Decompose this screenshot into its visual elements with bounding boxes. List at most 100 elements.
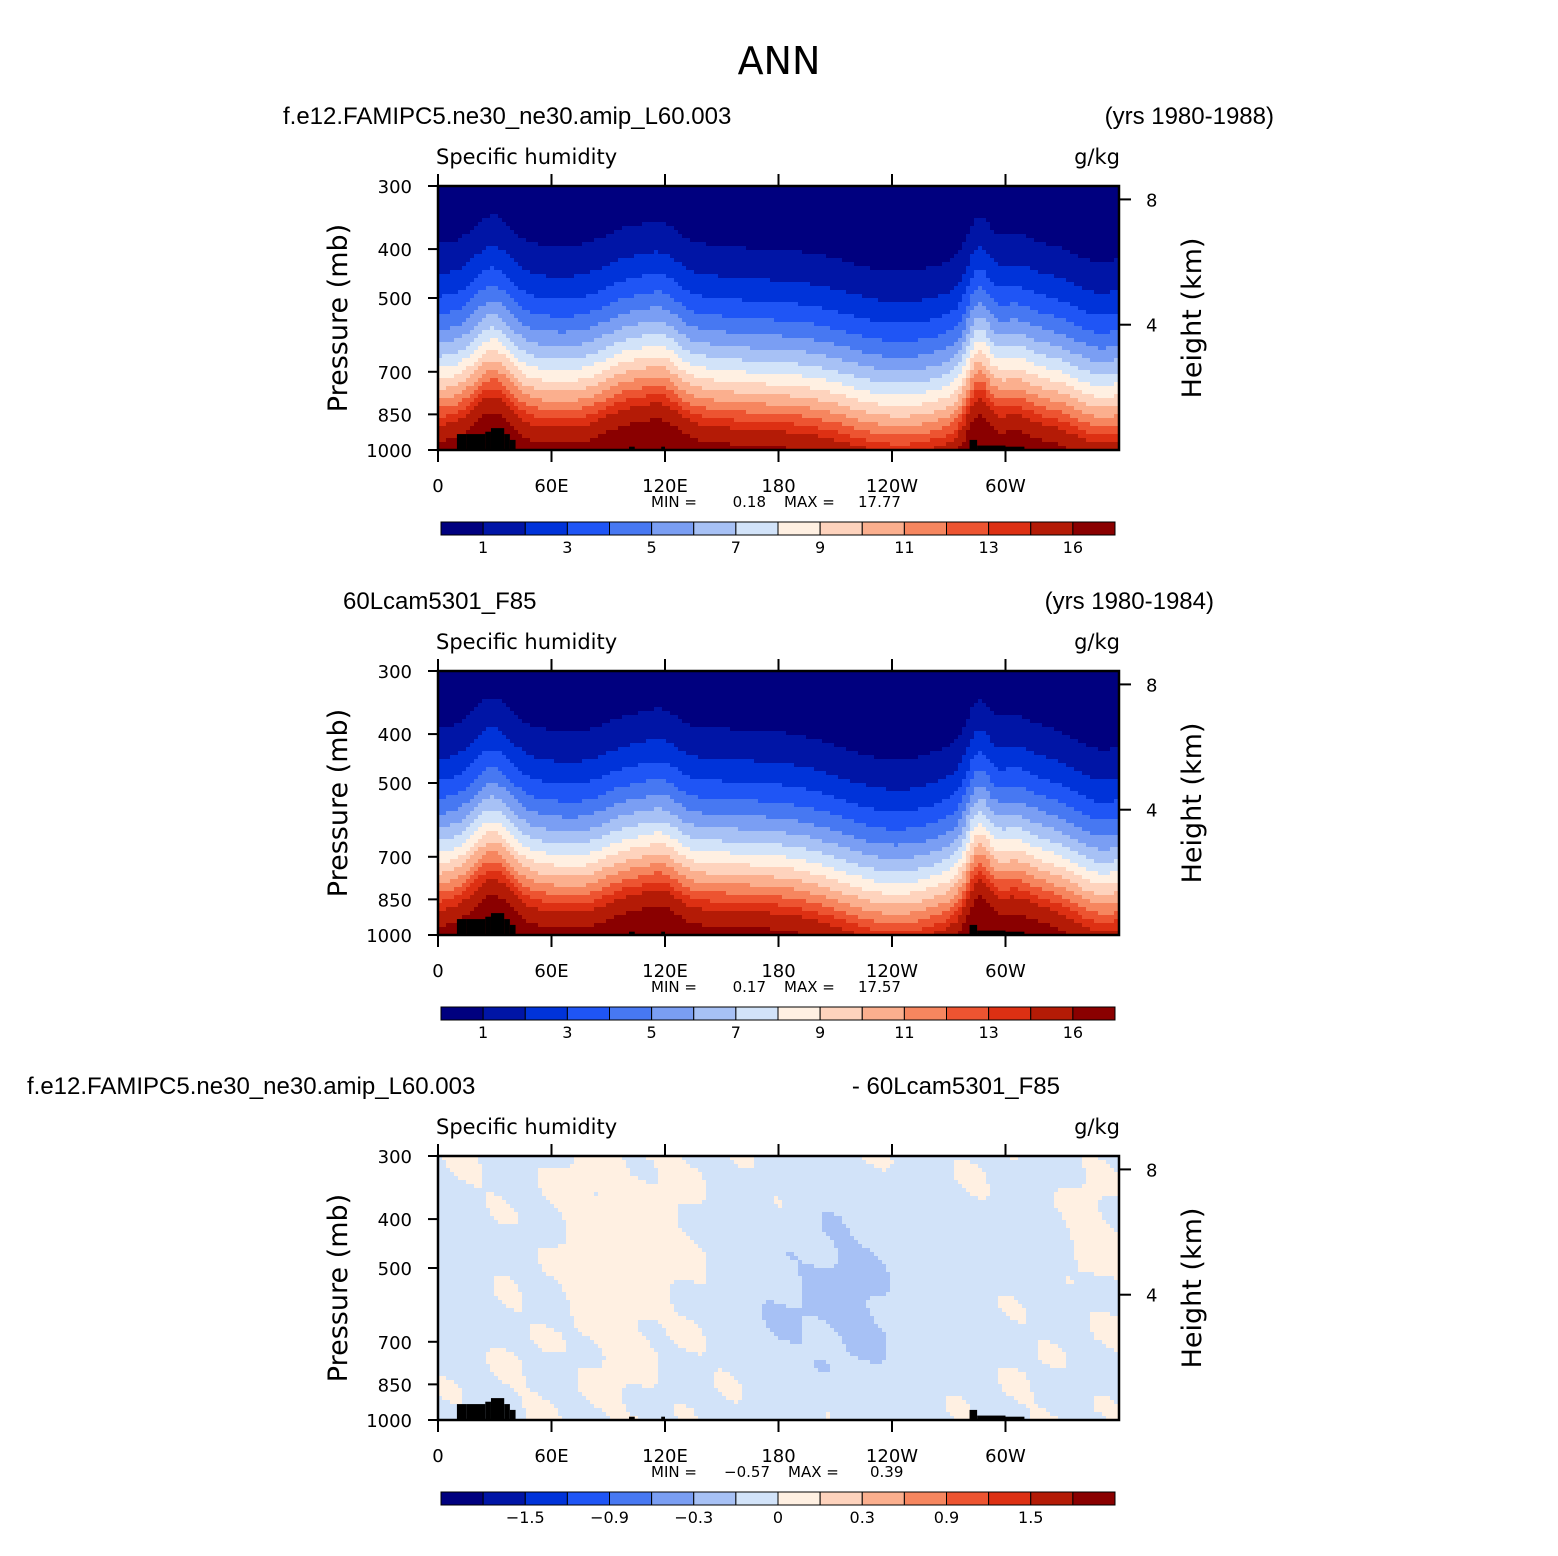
contour-cell: [806, 787, 887, 792]
contour-cell: [970, 230, 995, 235]
contour-cell: [1070, 859, 1095, 864]
colorbar-label: 13: [978, 1023, 998, 1042]
contour-cell: [630, 310, 671, 315]
contour-cell: [1026, 803, 1067, 808]
contour-cell: [470, 402, 479, 407]
contour-cell: [946, 775, 967, 780]
contour-cell: [830, 923, 859, 928]
contour-cell: [558, 799, 583, 804]
contour-cell: [950, 422, 959, 427]
contour-cell: [538, 1252, 707, 1257]
contour-cell: [970, 1192, 991, 1197]
colorbar-swatch: [1072, 1491, 1116, 1506]
contour-cell: [506, 839, 519, 844]
contour-cell: [518, 1284, 563, 1289]
case-title: f.e12.FAMIPC5.ne30_ne30.amip_L60.003: [27, 1073, 475, 1100]
contour-cell: [498, 831, 511, 836]
contour-cell: [590, 891, 615, 896]
contour-cell: [962, 414, 967, 419]
contour-cell: [642, 883, 671, 888]
contour-cell: [602, 823, 639, 828]
contour-cell: [646, 394, 667, 399]
contour-cell: [966, 903, 975, 908]
colorbar-swatch: [440, 1491, 484, 1506]
contour-cell: [670, 795, 699, 800]
contour-cell: [626, 370, 671, 375]
contour-cell: [986, 306, 1031, 311]
contour-cell: [1094, 330, 1111, 335]
contour-cell: [1054, 314, 1120, 319]
contour-cell: [782, 1204, 1055, 1209]
contour-cell: [522, 370, 603, 375]
contour-cell: [602, 390, 623, 395]
contour-cell: [522, 1404, 555, 1409]
contour-cell: [986, 1172, 1087, 1177]
contour-cell: [518, 386, 535, 391]
contour-cell: [506, 847, 515, 852]
contour-cell: [810, 406, 851, 411]
contour-cell: [482, 1176, 539, 1181]
contour-cell: [862, 1156, 891, 1161]
contour-cell: [474, 338, 491, 343]
contour-cell: [438, 426, 471, 431]
contour-cell: [918, 338, 959, 343]
contour-cell: [874, 366, 927, 371]
contour-cell: [606, 406, 631, 411]
contour-cell: [1094, 394, 1115, 399]
contour-cell: [474, 326, 491, 331]
contour-cell: [510, 398, 519, 403]
colorbar-label: 1: [478, 538, 488, 557]
contour-cell: [874, 1316, 1011, 1321]
contour-cell: [846, 290, 951, 295]
contour-cell: [702, 907, 803, 912]
contour-cell: [802, 1316, 819, 1321]
contour-cell: [970, 891, 995, 896]
contour-cell: [1086, 430, 1119, 435]
contour-cell: [1078, 418, 1120, 423]
contour-cell: [1098, 346, 1107, 351]
contour-cell: [998, 386, 1043, 391]
contour-cell: [870, 1360, 883, 1365]
contour-cell: [766, 815, 843, 820]
contour-cell: [438, 739, 475, 744]
contour-cell: [614, 803, 683, 808]
contour-cell: [674, 887, 691, 892]
contour-cell: [458, 1384, 511, 1389]
contour-cell: [974, 274, 987, 279]
contour-cell: [482, 1164, 571, 1169]
years-label: (yrs 1980-1984): [1045, 588, 1214, 615]
contour-cell: [670, 823, 695, 828]
colorbar-label: 5: [647, 1023, 657, 1042]
contour-cell: [1030, 1416, 1059, 1421]
colorbar-label: 7: [731, 1023, 741, 1042]
contour-cell: [958, 819, 967, 824]
contour-cell: [506, 418, 523, 423]
contour-cell: [462, 863, 475, 868]
contour-cell: [962, 406, 967, 411]
contour-cell: [954, 390, 963, 395]
contour-cell: [754, 1164, 875, 1169]
contour-cell: [962, 298, 971, 303]
contour-cell: [606, 903, 687, 908]
contour-cell: [654, 871, 663, 876]
contour-cell: [594, 923, 703, 928]
contour-cell: [774, 1196, 779, 1201]
colorbar-label: 16: [1063, 1023, 1083, 1042]
contour-cell: [966, 843, 971, 848]
contour-cell: [726, 891, 811, 896]
contour-cell: [1110, 847, 1120, 852]
contour-cell: [518, 378, 543, 383]
contour-cell: [518, 358, 607, 363]
contour-cell: [478, 847, 507, 852]
contour-cell: [830, 286, 955, 291]
contour-cell: [610, 1416, 639, 1421]
contour-cell: [1026, 871, 1051, 876]
contour-cell: [1042, 326, 1083, 331]
contour-cell: [1058, 1344, 1107, 1349]
contour-cell: [514, 426, 619, 431]
contour-cell: [1050, 1364, 1067, 1369]
contour-cell: [890, 1156, 1011, 1161]
contour-cell: [974, 875, 987, 880]
contour-cell: [474, 871, 487, 876]
contour-cell: [438, 1304, 507, 1309]
